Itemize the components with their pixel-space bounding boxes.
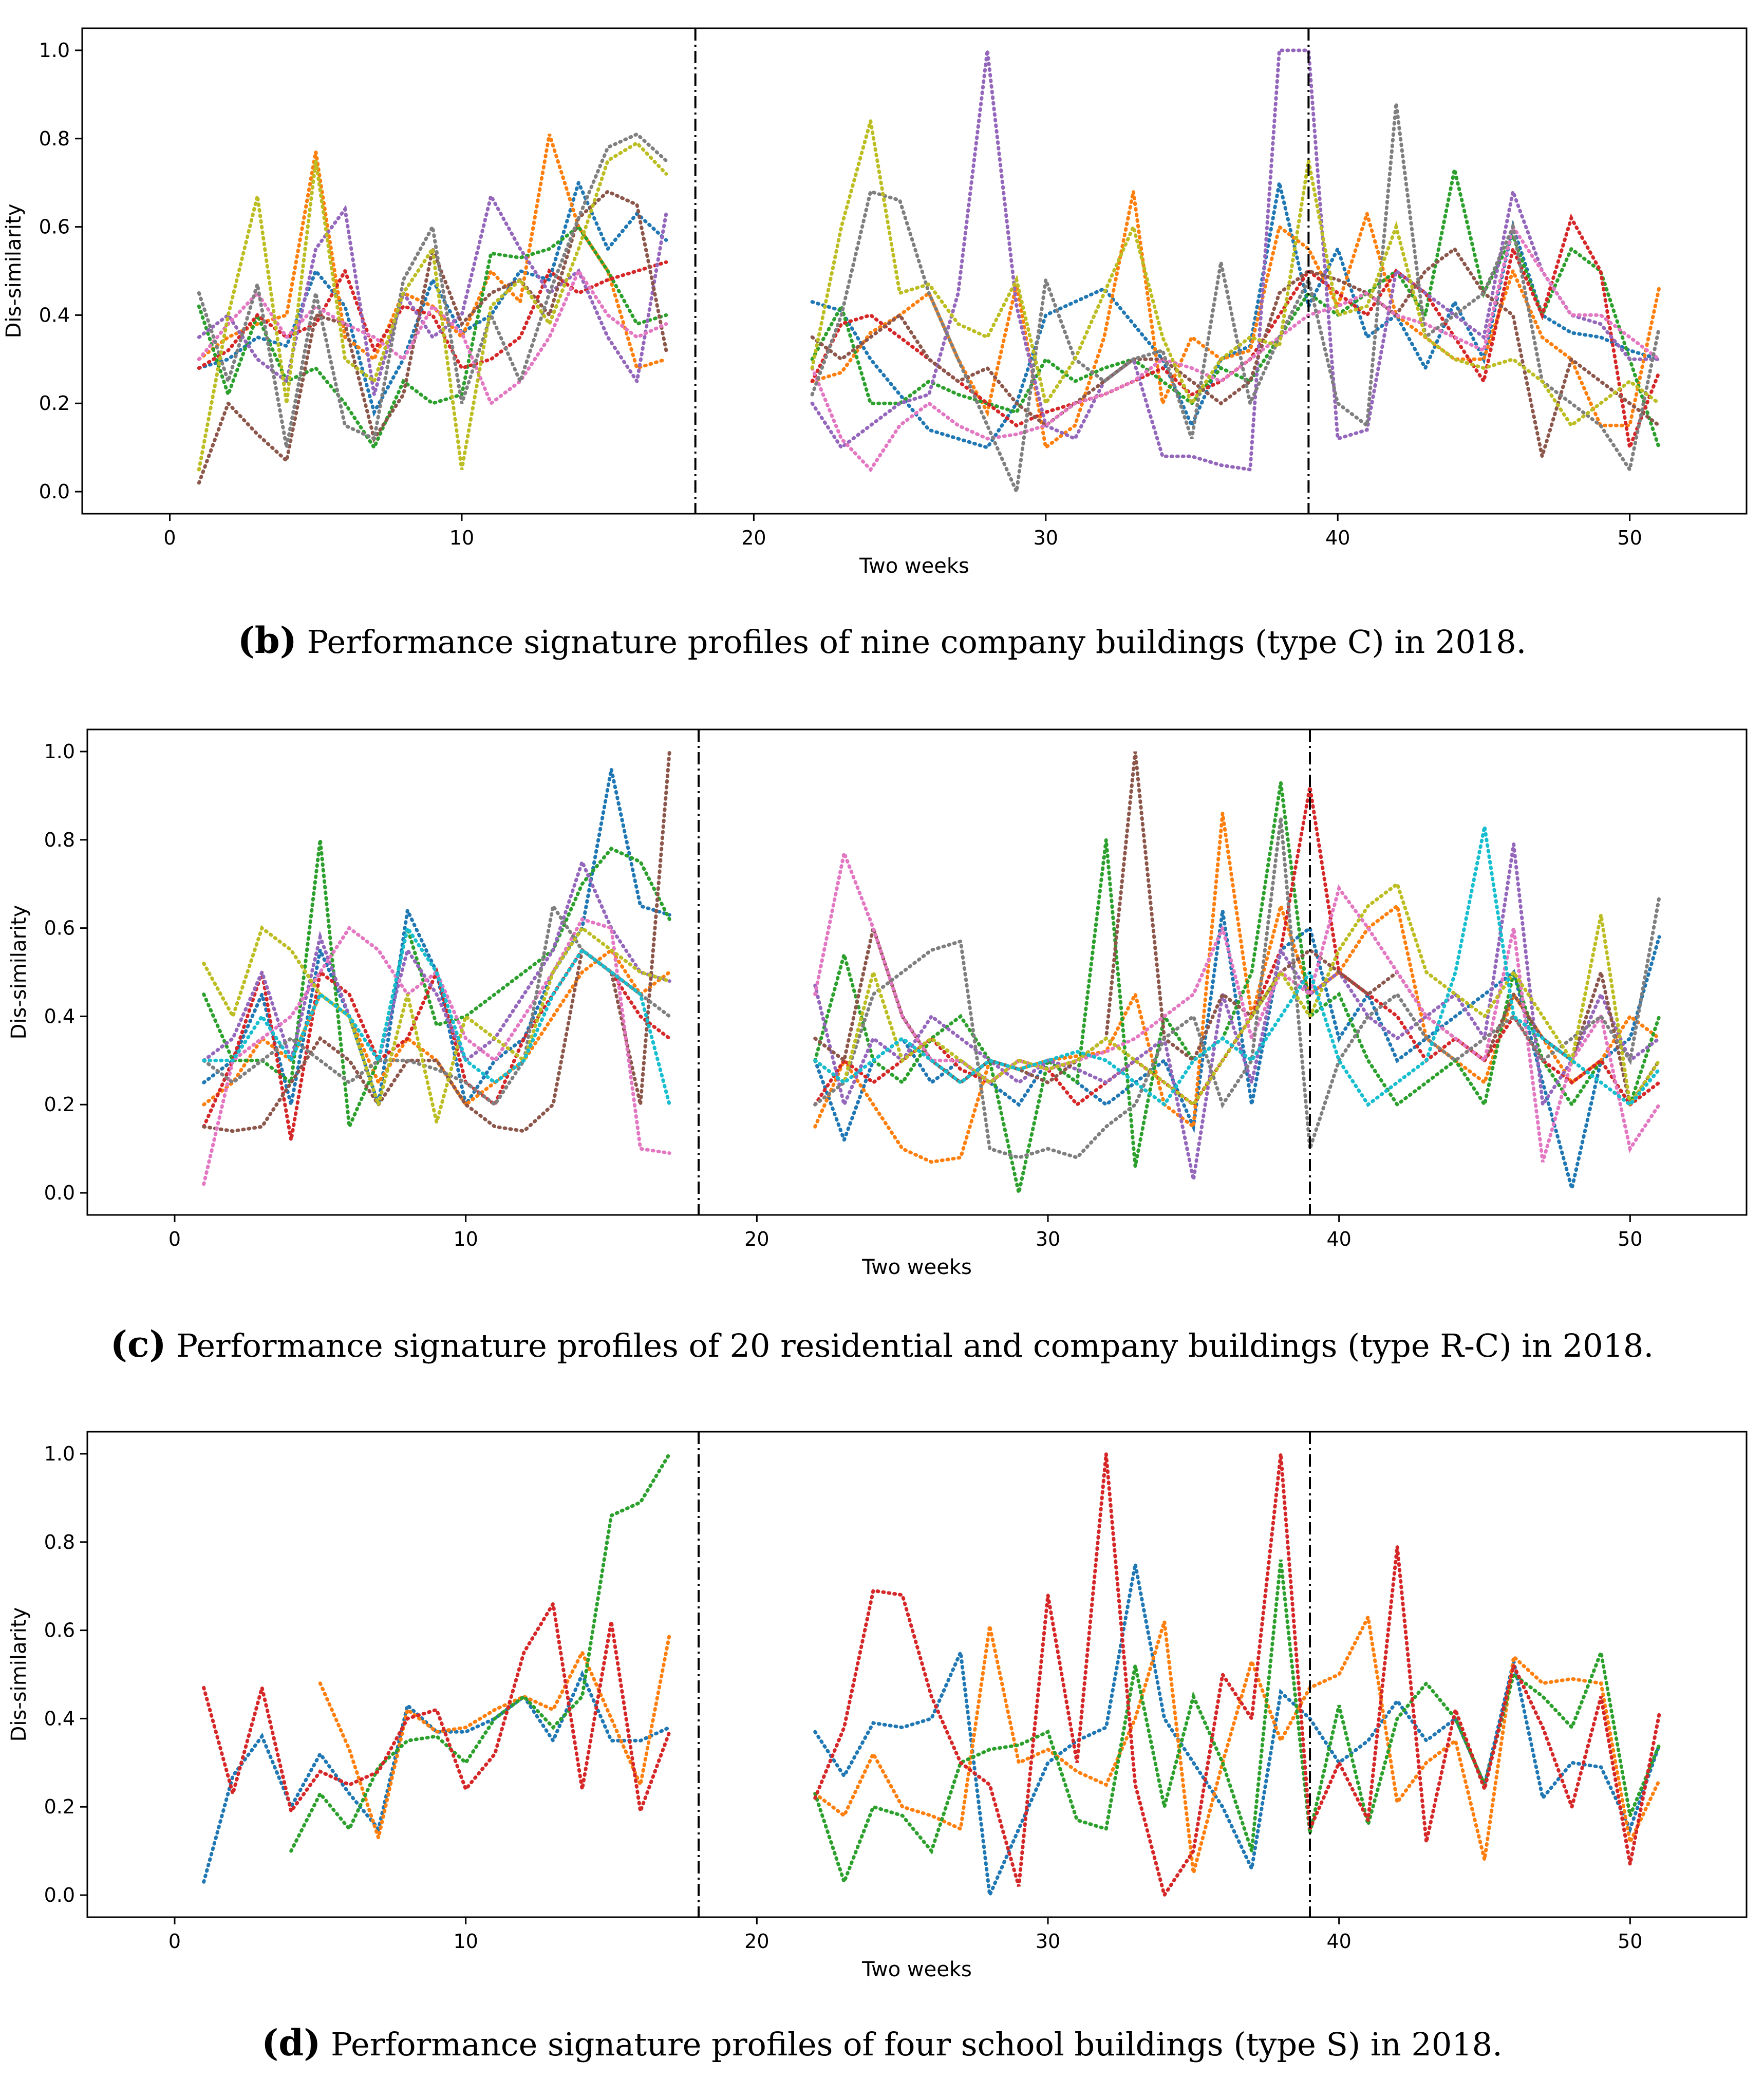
x-tick-label: 50 [1617,527,1642,549]
y-tick-label: 0.6 [44,917,75,940]
caption-b-text: Performance signature profiles of nine c… [307,623,1527,661]
y-tick-label: 0.2 [39,392,70,415]
x-tick-label: 0 [168,1930,181,1953]
y-tick-label: 0.6 [39,216,70,238]
series-line-c5 [197,48,1661,472]
x-axis-label: Two weeks [861,1958,972,1981]
y-tick-label: 0.2 [44,1093,75,1116]
series-line-rc8 [202,817,1661,1160]
series-line-rc5 [202,844,1661,1181]
y-tick-label: 0.8 [44,1531,75,1553]
plot-frame [81,27,1748,515]
y-tick-label: 0.4 [39,304,70,326]
series-group [202,750,1661,1193]
x-tick-label: 0 [163,527,176,549]
panel-c: 0 10 20 30 40 50 0.0 0.2 0.4 0.6 0.8 1.0 Two weeks Di… [7,728,1748,1279]
series-line-s2 [318,1611,1661,1874]
y-axis-label: Dis-similarity [2,204,26,339]
series-line-rc2 [202,813,1661,1164]
y-tick-label: 0.4 [44,1005,75,1027]
x-tick-label: 30 [1034,527,1058,549]
caption-c-letter: (c) [110,1323,166,1365]
panel-b: 0 10 20 30 40 50 0.0 0.2 0.4 0.6 0.8 1.0 Two weeks Di… [2,27,1748,578]
x-tick-label: 10 [453,1228,478,1250]
series-line-c8 [197,103,1661,498]
y-tick-label: 0.0 [44,1884,75,1906]
x-tick-label: 10 [453,1930,478,1953]
y-tick-label: 1.0 [44,740,75,763]
y-axis-label: Dis-similarity [7,905,31,1040]
y-tick-label: 0.0 [44,1182,75,1204]
series-line-rc4 [202,786,1661,1140]
x-tick-label: 30 [1036,1228,1060,1250]
caption-c: (c) Performance signature profiles of 20… [0,1323,1764,1365]
caption-b: (b) Performance signature profiles of ni… [0,619,1764,662]
panel-d: 0 10 20 30 40 50 0.0 0.2 0.4 0.6 0.8 1.0 Two weeks Di… [7,1431,1748,1981]
x-tick-label: 0 [168,1228,181,1250]
series-line-s1 [202,1564,1661,1902]
series-line-rc9 [202,881,1661,1123]
series-line-s3 [289,1452,1661,1887]
x-axis-label: Two weeks [861,1256,972,1279]
x-tick-label: 50 [1618,1228,1642,1250]
x-tick-label: 20 [744,1228,769,1250]
y-tick-label: 0.4 [44,1707,75,1730]
plot-frame [86,1431,1748,1918]
x-tick-label: 40 [1326,1930,1351,1953]
x-tick-label: 30 [1036,1930,1060,1953]
series-group [197,48,1661,498]
y-axis-label: Dis-similarity [7,1607,31,1742]
series-line-c2 [197,134,1661,451]
caption-d-text: Performance signature profiles of four s… [331,2026,1503,2063]
y-tick-label: 1.0 [44,1443,75,1465]
x-tick-label: 40 [1325,527,1350,549]
y-tick-label: 0.6 [44,1619,75,1642]
series-group [202,1452,1661,1902]
x-tick-label: 40 [1326,1228,1351,1250]
x-tick-label: 20 [741,527,766,549]
y-tick-label: 0.8 [39,127,70,150]
series-line-rc3 [202,782,1661,1193]
caption-d-letter: (d) [261,2021,321,2064]
series-line-c6 [197,189,1661,485]
series-line-c3 [197,169,1661,452]
series-line-c9 [197,120,1661,472]
series-line-rc10 [202,826,1661,1108]
caption-c-text: Performance signature profiles of 20 res… [176,1327,1654,1364]
series-line-s4 [202,1453,1661,1900]
x-axis-label: Two weeks [859,554,969,578]
x-tick-label: 20 [744,1930,769,1953]
plot-frame [86,728,1748,1216]
x-tick-label: 10 [449,527,474,549]
x-tick-label: 50 [1618,1930,1642,1953]
caption-b-letter: (b) [237,619,297,662]
y-tick-label: 0.0 [39,480,70,503]
caption-d: (d) Performance signature profiles of fo… [0,2021,1764,2064]
y-tick-label: 1.0 [39,39,70,62]
y-tick-label: 0.2 [44,1795,75,1818]
y-tick-label: 0.8 [44,829,75,851]
